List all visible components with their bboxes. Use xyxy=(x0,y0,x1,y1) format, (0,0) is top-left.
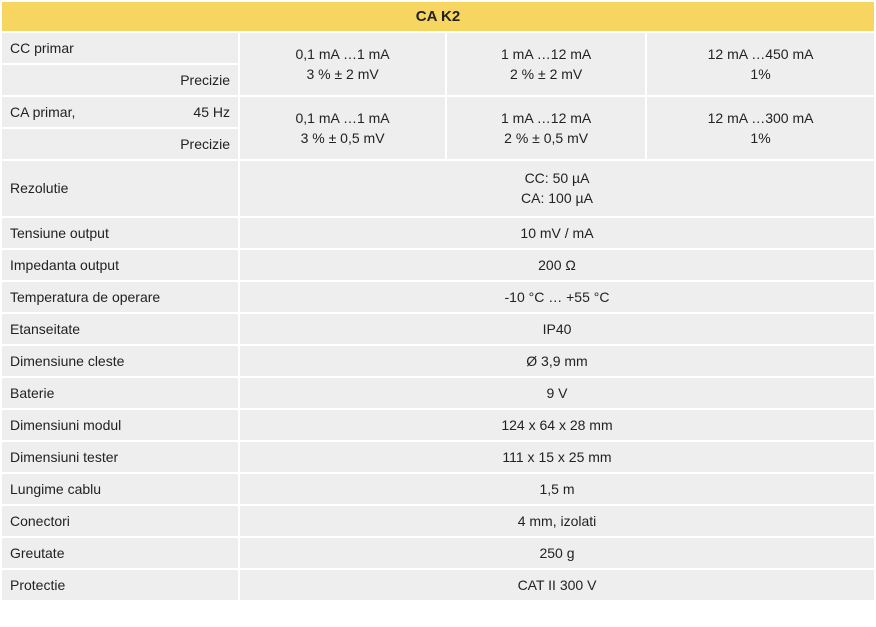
row-label: Dimensiuni modul xyxy=(2,410,238,440)
ca-col1-prec: 3 % ± 0,5 mV xyxy=(248,128,437,148)
rezolutie-value: CC: 50 µA CA: 100 µA xyxy=(240,161,874,216)
row-label: Greutate xyxy=(2,538,238,568)
ca-col2-range: 1 mA …12 mA xyxy=(455,108,637,128)
row-value: 10 mV / mA xyxy=(240,218,874,248)
ca-col2-prec: 2 % ± 0,5 mV xyxy=(455,128,637,148)
ca-col2: 1 mA …12 mA 2 % ± 0,5 mV xyxy=(447,97,645,159)
ca-col1-range: 0,1 mA …1 mA xyxy=(248,108,437,128)
row-value: Ø 3,9 mm xyxy=(240,346,874,376)
row-label: Temperatura de operare xyxy=(2,282,238,312)
row-label: Dimensiuni tester xyxy=(2,442,238,472)
spec-table: CA K2 CC primar 0,1 mA …1 mA 3 % ± 2 mV … xyxy=(0,0,876,602)
cc-col1-range: 0,1 mA …1 mA xyxy=(248,44,437,64)
row-label: Baterie xyxy=(2,378,238,408)
rezolutie-cc: CC: 50 µA xyxy=(248,168,866,188)
row-label: Impedanta output xyxy=(2,250,238,280)
row-label: Dimensiune cleste xyxy=(2,346,238,376)
cc-col2: 1 mA …12 mA 2 % ± 2 mV xyxy=(447,33,645,95)
ca-col3: 12 mA …300 mA 1% xyxy=(647,97,874,159)
table-row: EtanseitateIP40 xyxy=(2,314,874,344)
table-row: Dimensiune clesteØ 3,9 mm xyxy=(2,346,874,376)
cc-primar-label: CC primar xyxy=(2,33,238,63)
ca-primar-hz: 45 Hz xyxy=(193,104,230,120)
table-row: Baterie9 V xyxy=(2,378,874,408)
table-row: Temperatura de operare-10 °C … +55 °C xyxy=(2,282,874,312)
ca-col3-range: 12 mA …300 mA xyxy=(655,108,866,128)
row-label: Etanseitate xyxy=(2,314,238,344)
ca-col1: 0,1 mA …1 mA 3 % ± 0,5 mV xyxy=(240,97,445,159)
table-row: Impedanta output200 Ω xyxy=(2,250,874,280)
table-row: ProtectieCAT II 300 V xyxy=(2,570,874,600)
row-value: 250 g xyxy=(240,538,874,568)
row-value: 111 x 15 x 25 mm xyxy=(240,442,874,472)
table-title: CA K2 xyxy=(2,2,874,31)
row-value: 9 V xyxy=(240,378,874,408)
row-label: Protectie xyxy=(2,570,238,600)
cc-col2-range: 1 mA …12 mA xyxy=(455,44,637,64)
ca-primar-label: CA primar, 45 Hz xyxy=(2,97,238,127)
table-row: Dimensiuni modul124 x 64 x 28 mm xyxy=(2,410,874,440)
simple-rows: Tensiune output10 mV / mAImpedanta outpu… xyxy=(2,218,874,600)
row-label: Tensiune output xyxy=(2,218,238,248)
rezolutie-ca: CA: 100 µA xyxy=(248,188,866,208)
table-row: Dimensiuni tester111 x 15 x 25 mm xyxy=(2,442,874,472)
cc-col1: 0,1 mA …1 mA 3 % ± 2 mV xyxy=(240,33,445,95)
table-row: Conectori4 mm, izolati xyxy=(2,506,874,536)
cc-col2-prec: 2 % ± 2 mV xyxy=(455,64,637,84)
cc-col3: 12 mA …450 mA 1% xyxy=(647,33,874,95)
table-row: Lungime cablu1,5 m xyxy=(2,474,874,504)
row-value: 200 Ω xyxy=(240,250,874,280)
ca-precizie-label: Precizie xyxy=(2,129,238,159)
row-value: 1,5 m xyxy=(240,474,874,504)
cc-col1-prec: 3 % ± 2 mV xyxy=(248,64,437,84)
rezolutie-label: Rezolutie xyxy=(2,161,238,216)
table-row: Tensiune output10 mV / mA xyxy=(2,218,874,248)
ca-col3-prec: 1% xyxy=(655,128,866,148)
cc-col3-prec: 1% xyxy=(655,64,866,84)
row-label: Lungime cablu xyxy=(2,474,238,504)
row-label: Conectori xyxy=(2,506,238,536)
row-value: 4 mm, izolati xyxy=(240,506,874,536)
cc-col3-range: 12 mA …450 mA xyxy=(655,44,866,64)
table-row: Greutate250 g xyxy=(2,538,874,568)
cc-precizie-label: Precizie xyxy=(2,65,238,95)
row-value: 124 x 64 x 28 mm xyxy=(240,410,874,440)
row-value: CAT II 300 V xyxy=(240,570,874,600)
row-value: -10 °C … +55 °C xyxy=(240,282,874,312)
row-value: IP40 xyxy=(240,314,874,344)
ca-primar-text: CA primar, xyxy=(10,104,75,120)
